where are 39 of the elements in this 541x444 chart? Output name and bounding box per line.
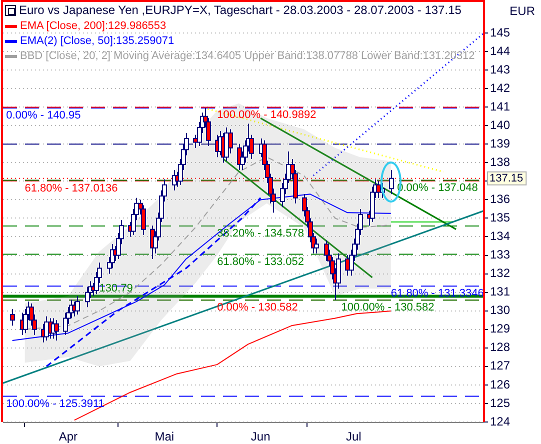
y-tick-label: 124 xyxy=(490,414,510,428)
annotation: 0.00% - 140.95 xyxy=(6,110,81,122)
annotation: 38.20% - 134.578 xyxy=(217,228,304,240)
y-tick-label: 140 xyxy=(490,118,510,132)
y-tick-label: 143 xyxy=(490,62,510,76)
y-tick-label: 127 xyxy=(490,358,510,373)
y-tick-label: 135 xyxy=(490,210,510,225)
x-tick-label: Apr xyxy=(58,430,78,444)
y-tick-label: 131 xyxy=(490,284,510,299)
ref-line-label: 137.15 xyxy=(490,172,524,184)
x-tick-label: Jun xyxy=(250,430,270,444)
y-tick-label: 133 xyxy=(490,248,510,262)
y-tick-label: 139 xyxy=(490,136,510,150)
y-tick-label: 125 xyxy=(490,396,510,410)
annotation: 0.00% - 130.582 xyxy=(217,302,298,314)
y-tick-label: 142 xyxy=(490,80,510,95)
y-tick-label: 144 xyxy=(490,44,510,58)
y-tick-label: 145 xyxy=(490,25,510,40)
legend-label: BBD [Close, 20, 2] Moving Average:134.6405 Upper Band:138.07788 Lower Band:131.20312 xyxy=(20,49,475,64)
x-tick-label: Mai xyxy=(154,430,174,444)
ref-line-label: 130.79 xyxy=(99,282,133,295)
y-tick-label: 126 xyxy=(490,377,510,392)
y-tick-label: 138 xyxy=(490,154,510,169)
y-axis-title: EUR xyxy=(510,4,535,18)
y-tick-label: 141 xyxy=(490,99,510,114)
annotation: 100.00% - 125.3911 xyxy=(6,398,104,410)
annotation: 100.00% - 130.582 xyxy=(341,302,434,314)
chart-title: Euro vs Japanese Yen ,EURJPY=X, Tageschart - 28.03.2003 - 28.07.2003 - 137.15 xyxy=(19,3,462,17)
y-tick-label: 128 xyxy=(490,340,510,354)
y-tick-label: 134 xyxy=(490,229,510,244)
y-tick-label: 129 xyxy=(490,322,510,336)
x-tick-label: Jul xyxy=(346,430,362,444)
y-tick-label: 132 xyxy=(490,266,510,280)
annotation: 61.80% - 133.052 xyxy=(217,256,304,268)
y-tick-label: 136 xyxy=(490,192,510,206)
legend-label: EMA(2) [Close, 50]:135.259071 xyxy=(20,34,174,49)
y-tick-label: 130 xyxy=(490,303,510,318)
legend-label: EMA [Close, 200]:129.986553 xyxy=(20,19,166,34)
annotation: 61.80% - 137.0136 xyxy=(24,182,118,194)
